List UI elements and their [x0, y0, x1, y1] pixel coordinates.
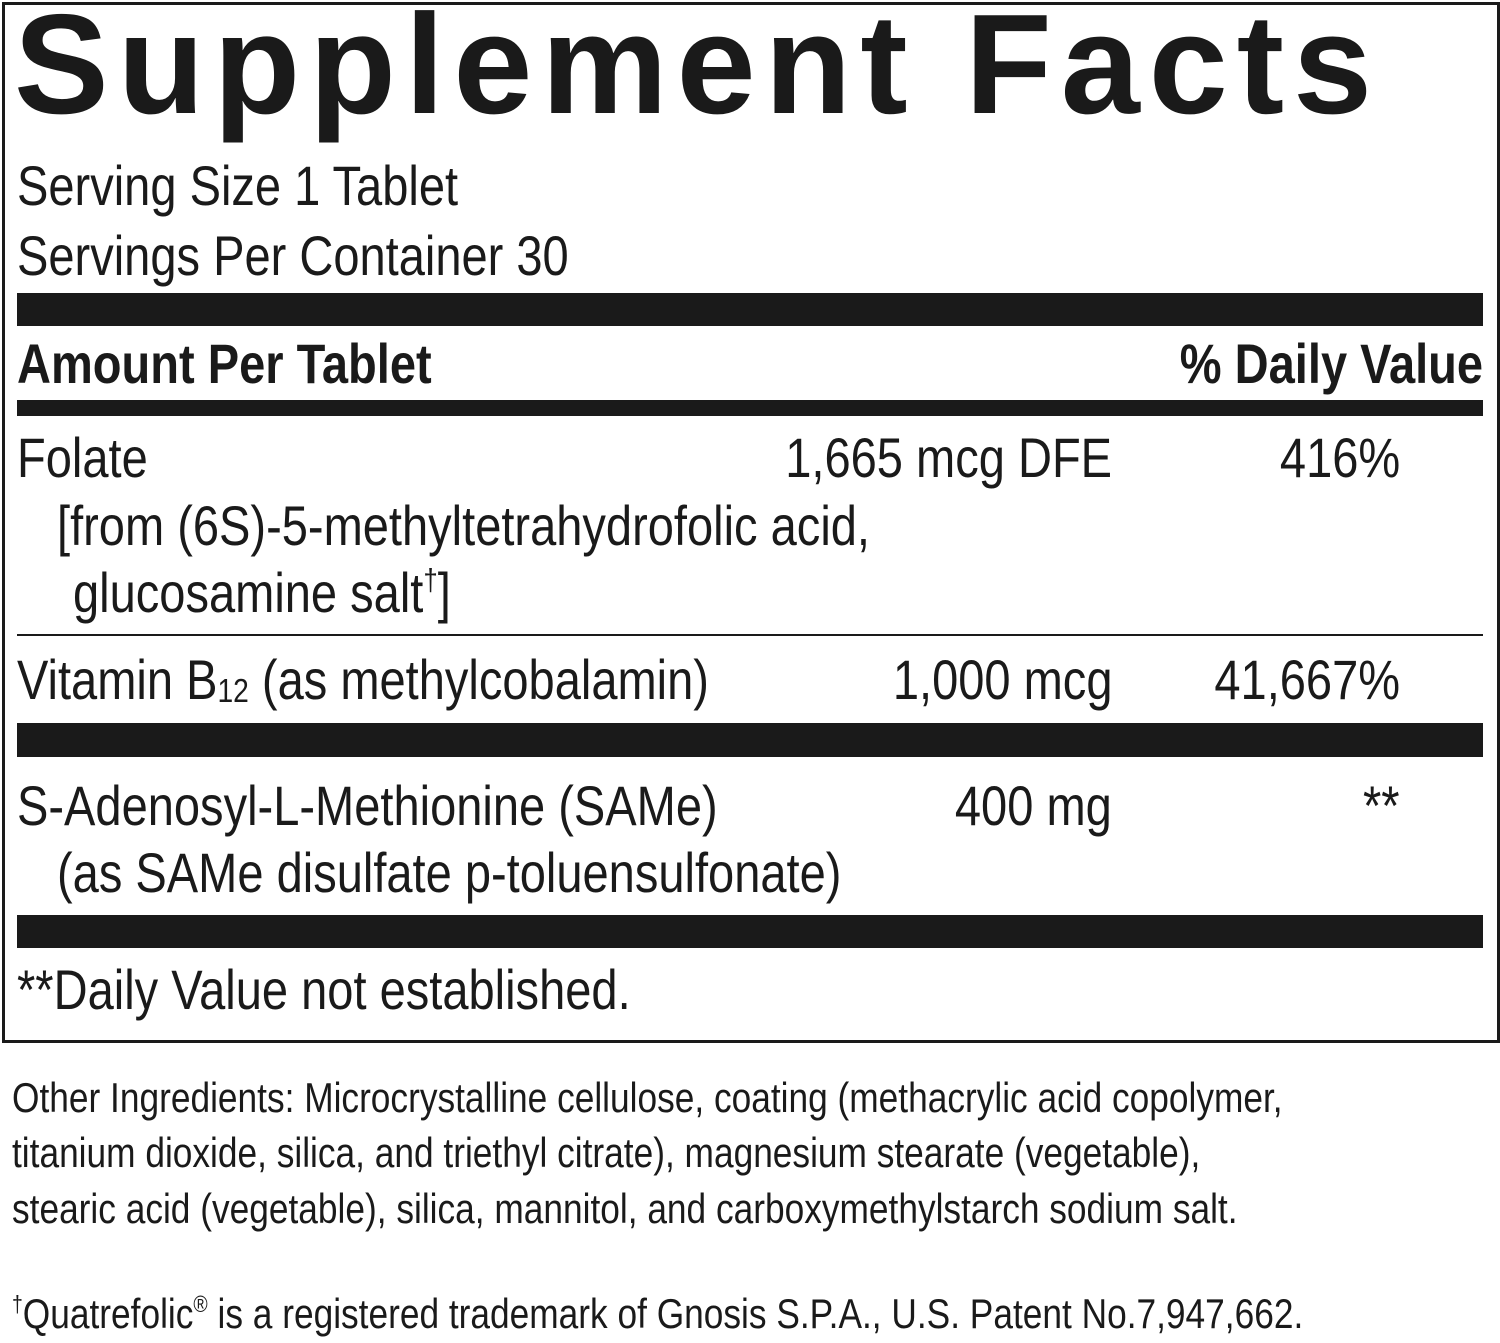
nutrient-name: S-Adenosyl-L-Methionine (SAMe) [17, 774, 718, 837]
other-ingredients-line: titanium dioxide, silica, and triethyl c… [12, 1129, 1201, 1176]
other-ingredients-line: Other Ingredients: Microcrystalline cell… [12, 1074, 1283, 1121]
divider-medium [17, 400, 1483, 416]
daily-value-header: % Daily Value [1179, 332, 1483, 395]
footnote: **Daily Value not established. [17, 958, 631, 1021]
nutrient-source: glucosamine salt†] [73, 561, 451, 624]
amount-per-header: Amount Per Tablet [17, 332, 432, 395]
trademark-notice: †Quatrefolic® is a registered trademark … [12, 1290, 1304, 1337]
nutrient-source: [from (6S)-5-methyltetrahydrofolic acid, [57, 494, 871, 557]
other-ingredients-line: stearic acid (vegetable), silica, mannit… [12, 1185, 1238, 1232]
nutrient-source: (as SAMe disulfate p-toluensulfonate) [57, 841, 842, 904]
panel-title: Supplement Facts [14, 0, 1382, 144]
supplement-facts-panel [2, 2, 1500, 1043]
divider-thin [17, 634, 1483, 636]
nutrient-dv: ** [1363, 774, 1400, 837]
servings-per-container: Servings Per Container 30 [17, 224, 569, 287]
divider-thick [17, 293, 1483, 326]
nutrient-name: Folate [17, 426, 148, 489]
nutrient-amount: 1,665 mcg DFE [785, 426, 1112, 489]
nutrient-amount: 1,000 mcg [892, 648, 1112, 711]
divider-thick [17, 723, 1483, 757]
nutrient-name: Vitamin B12 (as methylcobalamin) [17, 648, 709, 711]
divider-thick [17, 915, 1483, 948]
nutrient-dv: 416% [1279, 426, 1400, 489]
nutrient-dv: 41,667% [1214, 648, 1400, 711]
nutrient-amount: 400 mg [955, 774, 1112, 837]
serving-size: Serving Size 1 Tablet [17, 154, 459, 217]
